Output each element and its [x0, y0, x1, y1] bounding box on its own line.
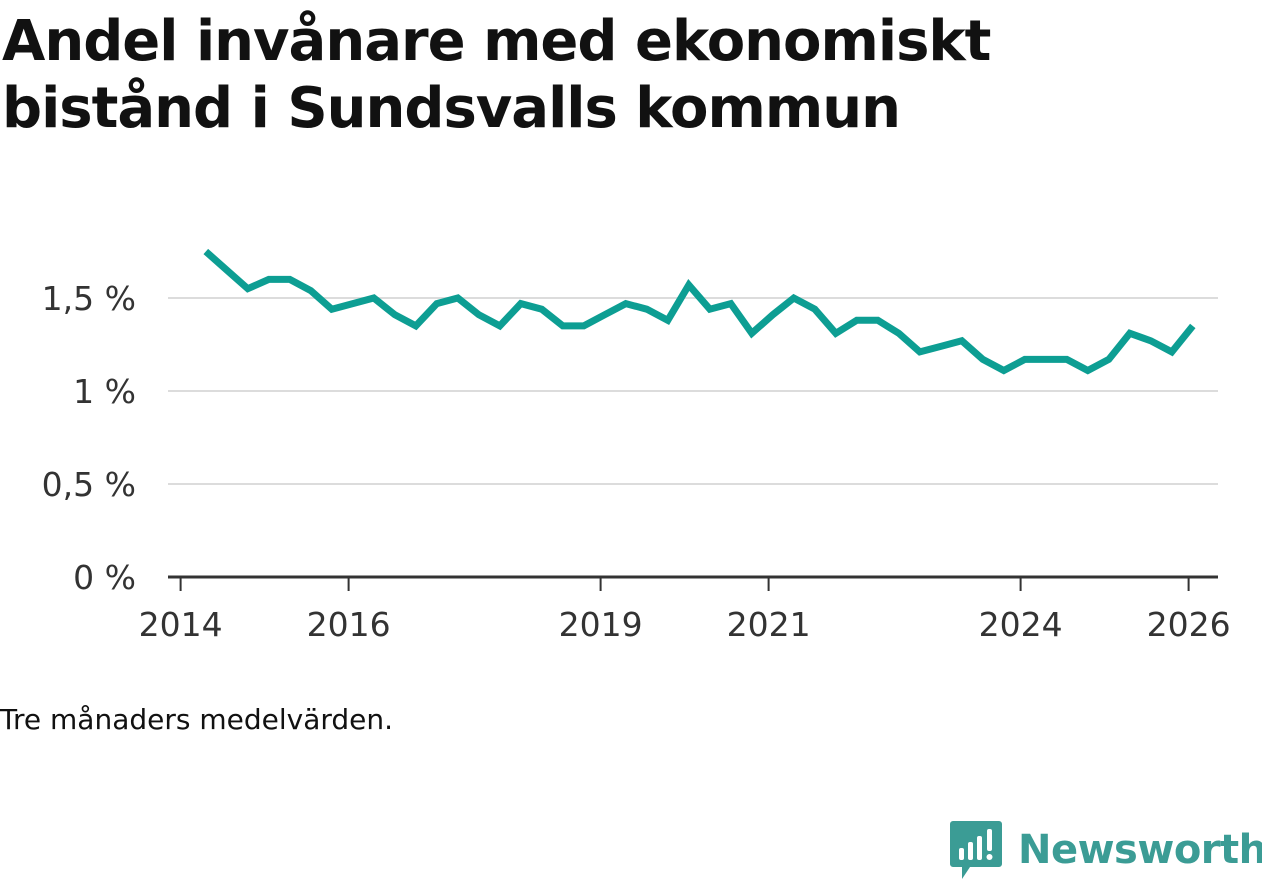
data-point — [812, 306, 818, 312]
data-point — [350, 301, 356, 307]
brand-name: Newsworthy — [1018, 827, 1262, 873]
data-point — [770, 312, 776, 318]
data-point — [1001, 368, 1007, 374]
data-point — [623, 301, 629, 307]
data-point — [413, 323, 419, 329]
data-point — [539, 306, 545, 312]
gridlines — [168, 297, 1218, 485]
x-tick-label: 2024 — [979, 605, 1063, 644]
data-point — [938, 343, 944, 349]
data-point — [833, 330, 839, 336]
data-point — [1169, 349, 1175, 355]
x-tick-label: 2016 — [307, 605, 391, 644]
data-point — [749, 330, 755, 336]
chart-title: Andel invånare med ekonomiskt bistånd i … — [2, 9, 991, 141]
data-point — [1106, 356, 1112, 362]
y-axis-labels: 0 % 0,5 % 1 % 1,5 % — [42, 279, 136, 597]
data-point — [308, 288, 314, 294]
data-point — [1085, 368, 1091, 374]
brand-logo: Newsworthy — [950, 820, 1262, 880]
data-point — [728, 301, 734, 307]
data-point — [917, 349, 923, 355]
x-axis-labels: 2014 2016 2019 2021 2024 2026 — [139, 605, 1231, 644]
data-point — [581, 323, 587, 329]
y-tick-label: 1 % — [73, 372, 136, 411]
data-point — [980, 356, 986, 362]
data-point — [392, 312, 398, 318]
data-point — [1127, 330, 1133, 336]
y-tick-label: 1,5 % — [42, 279, 136, 318]
data-point — [1190, 323, 1196, 329]
data-point — [665, 317, 671, 323]
y-tick-label: 0 % — [73, 558, 136, 597]
data-point — [602, 312, 608, 318]
data-point — [266, 276, 272, 282]
data-point — [560, 323, 566, 329]
data-point — [959, 338, 965, 344]
x-tick-label: 2014 — [139, 605, 223, 644]
data-point — [287, 276, 293, 282]
x-tick-label: 2021 — [727, 605, 811, 644]
data-point — [791, 295, 797, 301]
data-point — [497, 323, 503, 329]
x-axis — [168, 575, 1218, 591]
data-point — [1064, 356, 1070, 362]
data-point — [224, 267, 230, 273]
newsworthy-logo-icon — [950, 821, 1002, 879]
x-tick-label: 2026 — [1147, 605, 1231, 644]
data-point — [686, 282, 692, 288]
data-point — [371, 295, 377, 301]
data-point — [203, 249, 209, 255]
data-point — [434, 301, 440, 307]
data-point — [896, 330, 902, 336]
series-layer — [203, 248, 1196, 375]
data-point — [875, 317, 881, 323]
data-point — [329, 306, 335, 312]
series-line-0 — [203, 248, 1196, 375]
data-point — [245, 286, 251, 292]
data-point — [1043, 356, 1049, 362]
data-point — [476, 312, 482, 318]
data-point — [644, 306, 650, 312]
data-point — [455, 295, 461, 301]
chart-note: Tre månaders medelvärden. — [0, 703, 394, 736]
data-point — [518, 301, 524, 307]
data-point — [707, 306, 713, 312]
data-point — [854, 317, 860, 323]
line-chart: 0 % 0,5 % 1 % 1,5 % 2014 2016 2019 2021 2024 202… — [42, 248, 1231, 644]
data-point — [1022, 356, 1028, 362]
x-tick-label: 2019 — [559, 605, 643, 644]
y-tick-label: 0,5 % — [42, 465, 136, 504]
data-point — [1148, 338, 1154, 344]
